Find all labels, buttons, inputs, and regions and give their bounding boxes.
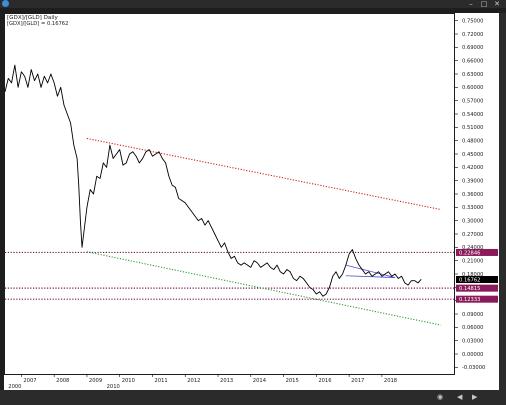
y-tick-label: 0.63000: [462, 72, 483, 78]
x-axis-layer: 2007 2008 2009 2010 2011 2012 2013 2014 2015 2016…: [8, 374, 397, 390]
scroll-left-icon[interactable]: ◀: [457, 393, 463, 401]
price-label-box: [456, 276, 498, 284]
x-tick-label: 2010: [122, 378, 135, 384]
horizontal-lines-layer: [5, 251, 454, 300]
price-label-box: [456, 248, 498, 256]
x-tick-label: 2013: [220, 378, 233, 384]
scroll-right-icon[interactable]: ▶: [472, 393, 478, 401]
y-tick-label: 0.33000: [462, 205, 483, 211]
status-bar: [0, 390, 506, 405]
maximize-button[interactable]: □: [480, 0, 488, 8]
y-tick-label: 0.21000: [462, 258, 483, 264]
y-tick-label: 0.03000: [462, 338, 483, 344]
y-tick-label: -0.03000: [462, 365, 485, 371]
y-tick-label: 0.36000: [462, 192, 483, 198]
chart-title: [GDX]/[GLD] Daily: [7, 15, 58, 21]
y-tick-label: 0.54000: [462, 112, 483, 118]
window-titlebar: – □ ✕: [0, 0, 506, 8]
value-readout: [GDX]/[GLD] = 0.16762: [7, 21, 69, 27]
y-tick-label: 0.39000: [462, 178, 483, 184]
x-tick-label: 2008: [56, 378, 69, 384]
series-line: [4, 64, 422, 297]
price-labels-layer: 0.22846 0.16762 0.14815 0.12333: [456, 248, 498, 303]
y-tick-label: 0.69000: [462, 45, 483, 51]
price-label-box: [456, 295, 498, 303]
triangle-line: [345, 275, 396, 278]
y-tick-label: 0.45000: [462, 152, 483, 158]
x-tick-label: 2017: [351, 378, 364, 384]
y-tick-label: 0.09000: [462, 312, 483, 318]
x-tick-label: 2015: [286, 378, 299, 384]
y-tick-label: 0.75000: [462, 18, 483, 24]
x-tick-label: 2012: [187, 378, 200, 384]
y-tick-label: 0.06000: [462, 325, 483, 331]
x-sub-tick-label: 2010: [107, 384, 120, 390]
y-tick-label: 0.18000: [462, 272, 483, 278]
series-layer: [4, 64, 422, 297]
close-button[interactable]: ✕: [494, 0, 500, 8]
y-tick-label: 0.42000: [462, 165, 483, 171]
price-label-text: 0.16762: [459, 278, 480, 284]
x-tick-label: 2011: [154, 378, 167, 384]
axis-corner: [455, 375, 499, 390]
price-label-text: 0.14815: [459, 286, 480, 292]
y-tick-label: 0.00000: [462, 352, 483, 358]
price-label-box: [456, 284, 498, 292]
y-tick-label: 0.48000: [462, 138, 483, 144]
triangle-line: [345, 264, 396, 278]
y-tick-label: 0.72000: [462, 32, 483, 38]
record-icon[interactable]: ◉: [437, 393, 444, 401]
app-icon: [2, 0, 9, 7]
trend-line: [86, 137, 441, 211]
x-sub-tick-label: 2000: [8, 384, 21, 390]
y-tick-label: 0.66000: [462, 58, 483, 64]
y-tick-label: 0.27000: [462, 232, 483, 238]
y-axis-panel[interactable]: [455, 13, 499, 375]
x-tick-label: 2009: [89, 378, 102, 384]
x-axis-panel[interactable]: [4, 375, 455, 390]
x-tick-label: 2014: [253, 378, 267, 384]
y-tick-label: 0.60000: [462, 85, 483, 91]
price-label-text: 0.12333: [459, 297, 480, 303]
y-tick-label: 0.24000: [462, 245, 483, 251]
y-tick-label: 0.30000: [462, 218, 483, 224]
y-tick-label: 0.57000: [462, 98, 483, 104]
minimize-button[interactable]: –: [469, 0, 473, 8]
x-tick-label: 2016: [318, 378, 331, 384]
x-tick-label: 2018: [384, 378, 397, 384]
y-axis-layer: 0.75000 0.72000 0.69000 0.66000 0.63000 0.600…: [455, 18, 485, 371]
vertical-scrollbar[interactable]: [499, 13, 506, 390]
price-label-text: 0.22846: [459, 250, 480, 256]
x-tick-label: 2007: [23, 378, 36, 384]
trend-lines-layer: [86, 137, 442, 326]
y-tick-label: 0.51000: [462, 125, 483, 131]
